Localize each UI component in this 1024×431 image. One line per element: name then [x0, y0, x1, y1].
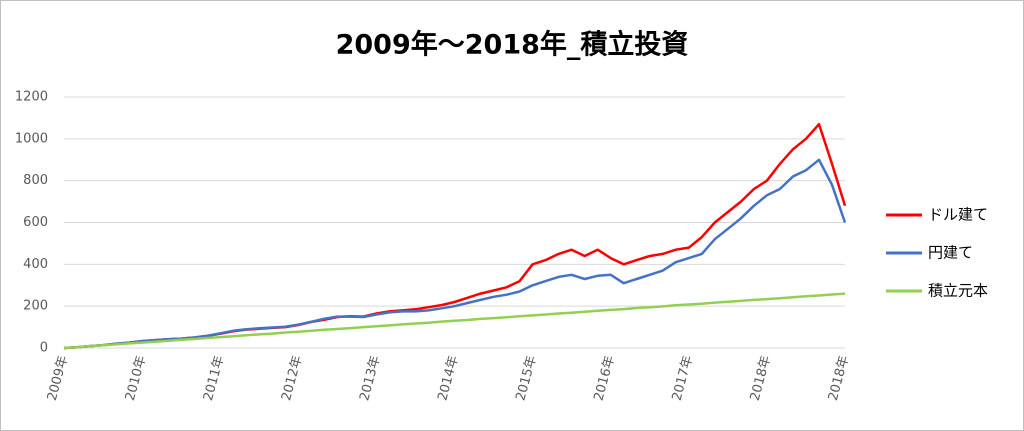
y-tick-label: 1000	[15, 131, 48, 146]
legend-label: ドル建て	[928, 206, 988, 224]
chart-title: 2009年～2018年_積立投資	[336, 29, 689, 61]
y-tick-label: 0	[40, 341, 48, 356]
series-line	[63, 292, 846, 350]
series-line	[63, 158, 847, 350]
y-tick-label: 800	[23, 173, 48, 188]
y-tick-label: 600	[23, 215, 48, 230]
legend-label: 円建て	[928, 244, 973, 262]
y-tick-label: 400	[23, 257, 48, 272]
y-tick-label: 200	[23, 299, 48, 314]
legend-label: 積立元本	[928, 282, 988, 300]
y-tick-label: 1200	[15, 90, 48, 105]
